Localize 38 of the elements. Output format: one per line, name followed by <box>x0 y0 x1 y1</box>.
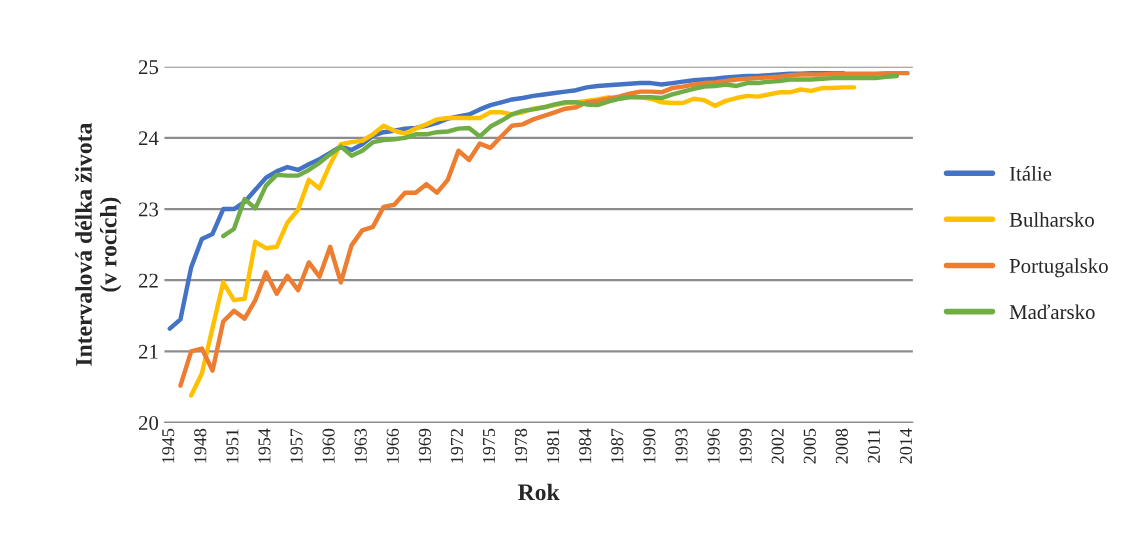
x-tick-label: 1978 <box>514 428 528 463</box>
y-tick-label: 22 <box>138 273 158 288</box>
y-tick-label: 23 <box>138 202 159 217</box>
line-series <box>221 73 900 239</box>
x-tick-label: 1966 <box>386 428 399 463</box>
legend-label: Maďarsko <box>1009 304 1095 320</box>
x-tick-label: 1975 <box>482 428 496 463</box>
x-tick-label: 2014 <box>899 428 913 464</box>
x-tick-label: 1945 <box>162 428 175 463</box>
x-tick-label: 1987 <box>611 428 624 463</box>
line-series <box>178 70 910 388</box>
x-tick-label: 1972 <box>450 429 463 463</box>
x-tick-label: 1999 <box>739 428 752 463</box>
x-tick-label: 2005 <box>803 428 816 464</box>
legend-label: Portugalsko <box>1009 258 1108 278</box>
x-tick-label: 1990 <box>643 428 656 463</box>
y-tick-label: 20 <box>138 415 159 430</box>
y-tick-label: 21 <box>138 344 158 359</box>
x-tick-label: 1984 <box>579 428 592 463</box>
x-tick-label: 1948 <box>194 428 207 463</box>
legend-label: Itálie <box>1009 166 1052 181</box>
x-axis-title: Rok <box>518 483 560 501</box>
x-tick-label: 1963 <box>354 428 367 463</box>
x-tick-label: 1981 <box>547 429 560 463</box>
x-tick-label: 1957 <box>290 428 303 463</box>
x-tick-label: 1993 <box>675 428 688 463</box>
x-tick-label: 1996 <box>707 428 720 463</box>
y-tick-label: 25 <box>138 60 159 75</box>
x-tick-label: 2008 <box>835 428 848 464</box>
y-tick-label: 24 <box>138 131 159 146</box>
x-tick-label: 1969 <box>418 428 431 463</box>
x-tick-label: 2002 <box>771 429 784 464</box>
y-axis-title: Intervalová délka života (v rocích) <box>74 123 122 366</box>
x-tick-label: 1954 <box>258 428 271 463</box>
legend-label: Bulharsko <box>1009 212 1094 227</box>
x-tick-label: 2011 <box>867 429 880 463</box>
x-tick-label: 1960 <box>322 428 335 463</box>
x-tick-label: 1951 <box>226 429 239 463</box>
